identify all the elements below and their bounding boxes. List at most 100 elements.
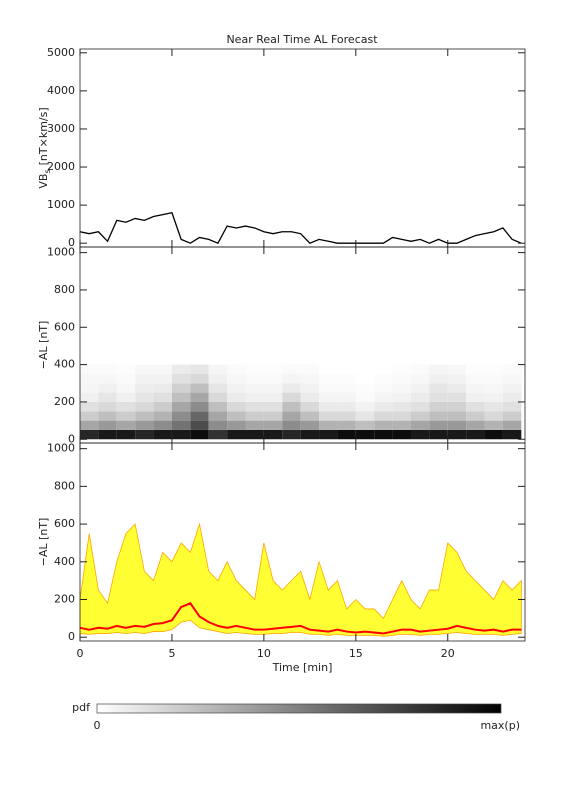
heat-cell <box>337 411 356 421</box>
heat-cell <box>466 364 485 374</box>
heat-cell <box>410 373 430 384</box>
heat-cell <box>153 429 172 440</box>
y-tick-label: 600 <box>54 320 75 333</box>
heat-cell <box>300 364 320 374</box>
heat-cell <box>171 392 191 402</box>
heat-cell <box>282 420 301 430</box>
chart-title: Near Real Time AL Forecast <box>226 33 378 46</box>
heat-cell <box>374 429 393 440</box>
heat-cell <box>98 401 117 412</box>
heat-cell <box>245 411 264 421</box>
heat-cell <box>282 383 301 393</box>
heat-cell <box>245 420 264 430</box>
colorbar-min: 0 <box>94 719 101 732</box>
heat-cell <box>502 429 522 440</box>
panel-frame <box>79 442 526 642</box>
heat-cell <box>153 383 172 393</box>
heat-cell <box>319 401 338 412</box>
data-line <box>79 211 522 245</box>
heat-cell <box>135 420 154 430</box>
heat-cell <box>300 383 320 393</box>
heat-cell <box>116 373 136 384</box>
heat-cell <box>466 401 485 412</box>
heat-cell <box>171 429 191 440</box>
heat-cell <box>227 373 246 384</box>
heat-cell <box>153 401 172 412</box>
heat-cell <box>190 383 209 393</box>
heat-cell <box>245 429 264 440</box>
heat-cell <box>282 401 301 412</box>
heat-cell <box>429 364 448 374</box>
heat-cell <box>80 383 99 393</box>
heat-cell <box>392 420 411 430</box>
heat-cell <box>374 411 393 421</box>
heat-cell <box>466 411 485 421</box>
heat-cell <box>135 392 154 402</box>
heat-cell <box>392 373 411 384</box>
y-tick-label: 400 <box>54 555 75 568</box>
heat-cell <box>502 420 522 430</box>
y-tick-label: 4000 <box>47 84 75 97</box>
heat-cell <box>282 373 301 384</box>
heat-cell <box>374 392 393 402</box>
heat-cell <box>116 401 136 412</box>
heat-cell <box>116 429 136 440</box>
heat-cell <box>263 420 283 430</box>
heat-cell <box>153 364 172 374</box>
heat-cell <box>337 383 356 393</box>
heat-cell <box>484 411 503 421</box>
heat-cell <box>429 420 448 430</box>
heat-cell <box>227 401 246 412</box>
heat-cell <box>227 383 246 393</box>
heat-cell <box>410 392 430 402</box>
heat-cell <box>319 411 338 421</box>
x-tick-label: 5 <box>168 647 175 660</box>
heat-cell <box>374 401 393 412</box>
heat-cell <box>392 401 411 412</box>
heat-cell <box>263 383 283 393</box>
heat-cell <box>300 429 320 440</box>
heat-cell <box>282 411 301 421</box>
x-tick-label: 0 <box>77 647 84 660</box>
x-tick-label: 20 <box>441 647 455 660</box>
heat-cell <box>429 411 448 421</box>
heat-cell <box>337 420 356 430</box>
heat-cell <box>135 373 154 384</box>
heat-cell <box>410 411 430 421</box>
heat-cell <box>190 429 209 440</box>
y-tick-label: 3000 <box>47 122 75 135</box>
heat-cell <box>227 420 246 430</box>
y-tick-label: 5000 <box>47 46 75 59</box>
heat-cell <box>135 364 154 374</box>
heat-cell <box>300 392 320 402</box>
y-tick-label: 200 <box>54 395 75 408</box>
heat-cell <box>410 383 430 393</box>
y-label-sub: s <box>43 169 52 173</box>
heat-cell <box>319 364 338 374</box>
heat-cell <box>245 383 264 393</box>
y-tick-label: 1000 <box>47 246 75 259</box>
heat-cell <box>208 373 228 384</box>
heat-cell <box>171 401 191 412</box>
y-tick-label: 0 <box>68 630 75 643</box>
heat-cell <box>447 429 467 440</box>
heat-cell <box>245 364 264 374</box>
heat-cell <box>98 392 117 402</box>
panel <box>80 364 522 440</box>
heat-cell <box>98 364 117 374</box>
heat-cell <box>98 429 117 440</box>
heat-cell <box>227 411 246 421</box>
heat-cell <box>410 429 430 440</box>
heat-cell <box>374 373 393 384</box>
heat-cell <box>208 429 228 440</box>
heat-cell <box>484 383 503 393</box>
heat-cell <box>135 429 154 440</box>
heat-cell <box>135 401 154 412</box>
heat-cell <box>153 373 172 384</box>
heat-cell <box>263 429 283 440</box>
heat-cell <box>300 420 320 430</box>
heat-cell <box>429 383 448 393</box>
heat-cell <box>190 411 209 421</box>
heat-cell <box>447 383 467 393</box>
heat-cell <box>116 364 136 374</box>
